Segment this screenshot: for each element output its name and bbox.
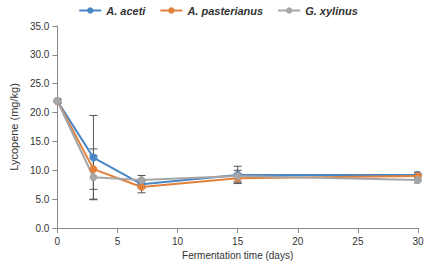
svg-text:10.0: 10.0 xyxy=(30,165,50,176)
svg-text:5.0: 5.0 xyxy=(35,194,49,205)
svg-text:30.0: 30.0 xyxy=(30,49,50,60)
svg-text:A. pasterianus: A. pasterianus xyxy=(186,5,263,17)
svg-text:G. xylinus: G. xylinus xyxy=(305,5,358,17)
svg-text:20: 20 xyxy=(292,236,304,247)
svg-text:Lycopene (mg/kg): Lycopene (mg/kg) xyxy=(8,83,20,171)
svg-text:25: 25 xyxy=(352,236,364,247)
svg-text:5: 5 xyxy=(115,236,121,247)
svg-text:20.0: 20.0 xyxy=(30,107,50,118)
svg-text:Fermentation time (days): Fermentation time (days) xyxy=(182,250,293,261)
svg-text:A. aceti: A. aceti xyxy=(105,5,146,17)
svg-text:25.0: 25.0 xyxy=(30,78,50,89)
svg-text:10: 10 xyxy=(172,236,184,247)
svg-text:0: 0 xyxy=(55,236,61,247)
svg-text:30: 30 xyxy=(412,236,424,247)
svg-text:0.0: 0.0 xyxy=(35,223,49,234)
svg-text:15: 15 xyxy=(232,236,244,247)
svg-text:15.0: 15.0 xyxy=(30,136,50,147)
svg-text:35.0: 35.0 xyxy=(30,21,50,32)
